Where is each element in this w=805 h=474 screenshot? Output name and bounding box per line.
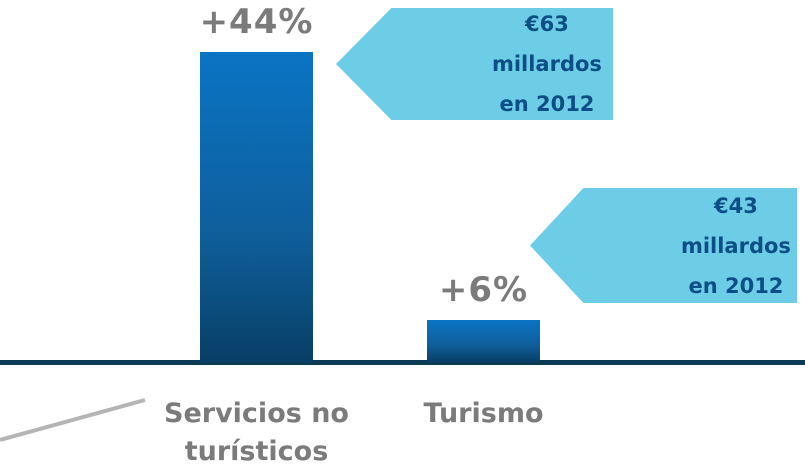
- bar: [427, 319, 540, 362]
- x-tick-label: Servicios no turísticos: [164, 398, 349, 467]
- annotation-text: €63 millardos en 2012: [491, 12, 602, 116]
- baseline: [0, 360, 805, 365]
- x-tick-label: Turismo: [423, 398, 544, 429]
- value-label: +6%: [438, 269, 529, 310]
- annotation-text: €43 millardos en 2012: [680, 193, 791, 298]
- connector-line: [0, 398, 146, 442]
- bar: [200, 52, 313, 362]
- annotation-callout: €63 millardos en 2012: [336, 8, 613, 120]
- value-label: +44%: [199, 2, 314, 42]
- annotation-callout: €43 millardos en 2012: [530, 188, 797, 303]
